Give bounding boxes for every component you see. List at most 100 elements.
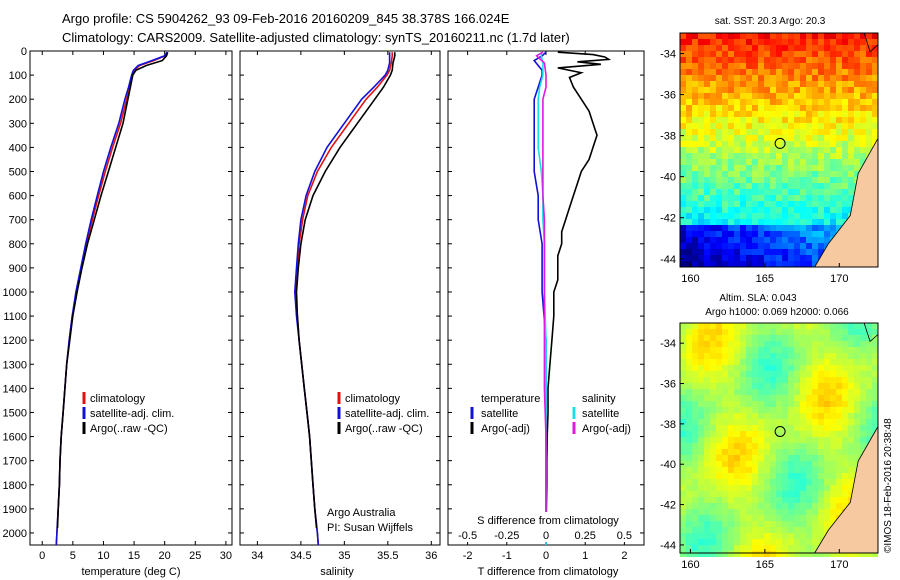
map-cell bbox=[824, 219, 830, 225]
map-cell bbox=[812, 533, 818, 539]
map-cell bbox=[836, 323, 842, 329]
map-cell bbox=[722, 497, 728, 503]
map-cell bbox=[692, 377, 698, 383]
map-cell bbox=[872, 413, 878, 419]
map-cell bbox=[806, 159, 812, 165]
map-cell bbox=[848, 461, 854, 467]
map-cell bbox=[680, 401, 686, 407]
map-cell bbox=[704, 219, 710, 225]
map-cell bbox=[758, 431, 764, 437]
map-cell bbox=[734, 539, 740, 545]
map-cell bbox=[716, 123, 722, 129]
map-cell bbox=[776, 413, 782, 419]
map-cell bbox=[770, 201, 776, 207]
map-cell bbox=[824, 57, 830, 63]
map-cell bbox=[746, 219, 752, 225]
legend-temperature-title: temperature bbox=[481, 393, 540, 405]
map-cell bbox=[854, 123, 860, 129]
map-cell bbox=[848, 81, 854, 87]
map-cell bbox=[686, 353, 692, 359]
map-cell bbox=[710, 93, 716, 99]
map-cell bbox=[848, 329, 854, 335]
map-cell bbox=[704, 165, 710, 171]
map-cell bbox=[842, 467, 848, 473]
map-cell bbox=[830, 87, 836, 93]
map-cell bbox=[758, 485, 764, 491]
map-cell bbox=[764, 63, 770, 69]
salinity-diff-tick-label: 0.5 bbox=[617, 530, 632, 542]
map-cell bbox=[806, 485, 812, 491]
map-cell bbox=[824, 551, 830, 557]
map-cell bbox=[728, 129, 734, 135]
map-cell bbox=[824, 141, 830, 147]
map-cell bbox=[818, 63, 824, 69]
map-cell bbox=[746, 81, 752, 87]
map-cell bbox=[728, 225, 734, 231]
map-cell bbox=[824, 437, 830, 443]
map-cell bbox=[854, 141, 860, 147]
map-cell bbox=[752, 341, 758, 347]
map-cell bbox=[704, 503, 710, 509]
map-cell bbox=[764, 123, 770, 129]
map-cell bbox=[740, 335, 746, 341]
map-cell bbox=[734, 237, 740, 243]
map-cell bbox=[782, 225, 788, 231]
map-cell bbox=[836, 389, 842, 395]
map-cell bbox=[866, 147, 872, 153]
map-cell bbox=[764, 341, 770, 347]
map-cell bbox=[680, 57, 686, 63]
map-cell bbox=[698, 69, 704, 75]
map-cell bbox=[866, 93, 872, 99]
map-cell bbox=[764, 39, 770, 45]
map-cell bbox=[728, 449, 734, 455]
map-cell bbox=[746, 395, 752, 401]
map-cell bbox=[728, 335, 734, 341]
map-cell bbox=[764, 347, 770, 353]
map-cell bbox=[836, 45, 842, 51]
map-cell bbox=[818, 231, 824, 237]
map-cell bbox=[794, 237, 800, 243]
map-cell bbox=[692, 189, 698, 195]
map-cell bbox=[848, 141, 854, 147]
map-cell bbox=[770, 195, 776, 201]
map-cell bbox=[818, 189, 824, 195]
map-cell bbox=[698, 57, 704, 63]
map-cell bbox=[722, 105, 728, 111]
map-cell bbox=[716, 93, 722, 99]
map-cell bbox=[818, 473, 824, 479]
map-cell bbox=[686, 243, 692, 249]
sla-map-title-line-2: Argo h1000: 0.069 h2000: 0.066 bbox=[705, 307, 849, 318]
map-cell bbox=[740, 165, 746, 171]
map-cell bbox=[758, 183, 764, 189]
lat-tick-label: -40 bbox=[660, 172, 676, 184]
map-cell bbox=[698, 195, 704, 201]
map-cell bbox=[818, 365, 824, 371]
map-cell bbox=[680, 39, 686, 45]
map-cell bbox=[704, 129, 710, 135]
map-cell bbox=[848, 335, 854, 341]
map-cell bbox=[710, 75, 716, 81]
map-cell bbox=[794, 419, 800, 425]
map-cell bbox=[752, 485, 758, 491]
map-cell bbox=[800, 383, 806, 389]
map-cell bbox=[716, 365, 722, 371]
map-cell bbox=[740, 497, 746, 503]
map-cell bbox=[818, 491, 824, 497]
coastline bbox=[863, 322, 879, 343]
map-cell bbox=[800, 503, 806, 509]
map-cell bbox=[704, 431, 710, 437]
map-cell bbox=[782, 177, 788, 183]
map-cell bbox=[758, 255, 764, 261]
map-cell bbox=[800, 377, 806, 383]
map-cell bbox=[716, 75, 722, 81]
map-cell bbox=[698, 141, 704, 147]
map-cell bbox=[752, 81, 758, 87]
map-cell bbox=[818, 207, 824, 213]
map-cell bbox=[860, 443, 866, 449]
map-cell bbox=[830, 497, 836, 503]
map-cell bbox=[830, 461, 836, 467]
map-cell bbox=[692, 533, 698, 539]
map-cell bbox=[806, 147, 812, 153]
map-cell bbox=[866, 329, 872, 335]
